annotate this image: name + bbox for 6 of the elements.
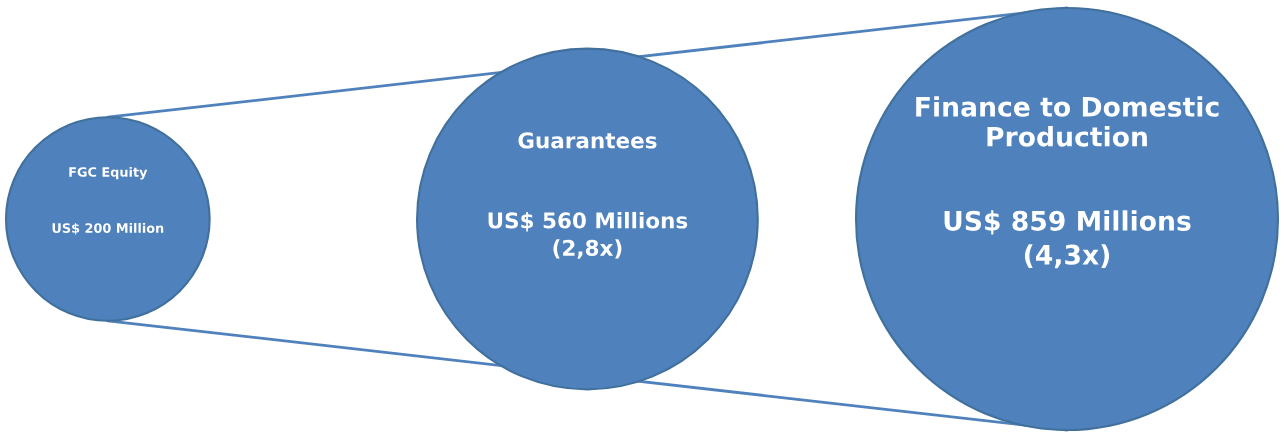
data-label: US$ 859 Millions (4,3x) bbox=[944, 210, 1191, 269]
data-label: US$ 200 Million bbox=[52, 222, 164, 235]
category-label: Guarantees bbox=[518, 132, 657, 149]
category-label: Finance to Domestic Production bbox=[916, 96, 1219, 147]
data-label: US$ 560 Millions (2,8x) bbox=[488, 211, 688, 259]
category-label: FGC Equity bbox=[69, 166, 148, 180]
